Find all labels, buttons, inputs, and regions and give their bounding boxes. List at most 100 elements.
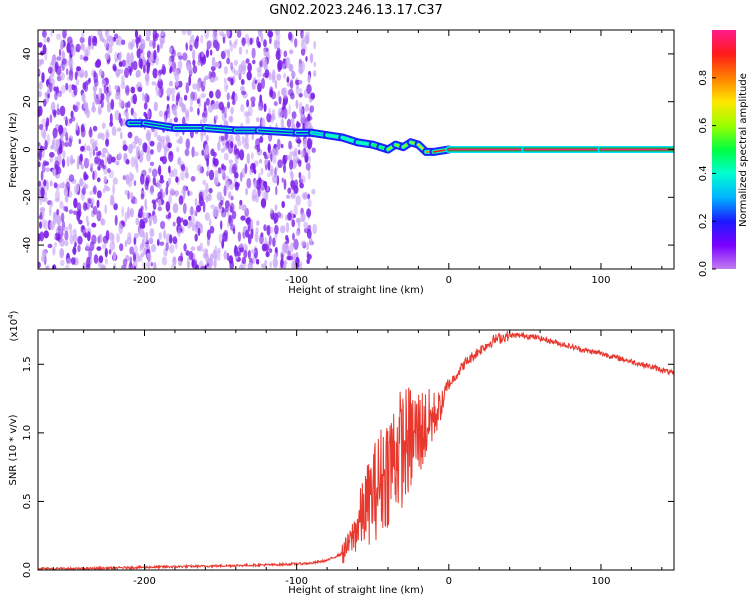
- spectrogram-noise-cell: [111, 156, 116, 163]
- spectrogram-noise-cell: [172, 236, 178, 245]
- spectrogram-noise-cell: [59, 105, 66, 117]
- y-tick-label: 0.0: [22, 562, 33, 578]
- spectrogram-noise-cell: [223, 152, 229, 161]
- spectrogram-noise-cell: [58, 144, 63, 154]
- spectrogram-noise-cell: [129, 208, 133, 216]
- spectrogram-noise-cell: [289, 159, 294, 171]
- spectrogram-noise-cell: [89, 126, 93, 138]
- spectrogram-noise-cell: [122, 175, 127, 181]
- spectrogram-noise-cell: [99, 32, 103, 42]
- spectrogram-noise-cell: [209, 77, 216, 83]
- spectrogram-noise-cell: [83, 143, 87, 153]
- spectrogram-noise-cell: [122, 258, 128, 267]
- spectrogram-noise-cell: [300, 240, 306, 247]
- spectrogram-noise-cell: [101, 218, 104, 226]
- spectrogram-noise-cell: [178, 156, 182, 166]
- spectrogram-noise-cell: [201, 51, 204, 58]
- spectrogram-noise-cell: [69, 118, 73, 124]
- spectrogram-noise-cell: [306, 251, 310, 258]
- spectrogram-noise-cell: [124, 240, 128, 248]
- spectrogram-noise-cell: [58, 124, 64, 135]
- spectrogram-noise-cell: [169, 68, 172, 74]
- spectrogram-noise-cell: [172, 168, 178, 178]
- spectrogram-noise-cell: [178, 55, 183, 61]
- colorbar-tick-label: 0.8: [698, 70, 709, 86]
- spectrogram-noise-cell: [60, 249, 65, 257]
- spectrogram-noise-cell: [154, 32, 160, 38]
- spectrogram-noise-cell: [108, 83, 111, 93]
- spectrogram-noise-cell: [306, 241, 309, 251]
- spectrogram-noise-cell: [156, 44, 160, 53]
- spectrogram-noise-cell: [101, 122, 106, 129]
- spectrogram-noise-cell: [106, 86, 109, 93]
- spectrogram-noise-cell: [219, 31, 225, 37]
- spectrogram-noise-cell: [226, 220, 230, 229]
- spectrogram-noise-cell: [228, 116, 233, 123]
- spectrogram-noise-cell: [76, 182, 80, 192]
- spectrogram-noise-cell: [288, 256, 294, 261]
- spectrogram-noise-cell: [84, 49, 91, 57]
- spectrogram-noise-cell: [157, 166, 161, 175]
- spectrogram-noise-cell: [204, 75, 209, 80]
- spectrogram-noise-cell: [72, 234, 78, 242]
- spectrogram-noise-cell: [299, 88, 303, 94]
- y-tick-label: 1.0: [22, 425, 33, 441]
- spectrogram-noise-cell: [71, 47, 76, 57]
- spectrogram-noise-cell: [192, 59, 196, 66]
- spectrogram-noise-cell: [55, 235, 60, 241]
- spectrogram-noise-cell: [233, 69, 238, 76]
- spectrogram-noise-cell: [286, 77, 290, 83]
- spectrogram-noise-cell: [246, 99, 250, 108]
- spectrogram-noise-cell: [291, 261, 296, 269]
- spectrogram-noise-cell: [80, 164, 85, 170]
- spectrogram-x-axis: -200 -100 0 100: [52, 30, 663, 286]
- spectrogram-noise-cell: [234, 154, 239, 165]
- spectrogram-noise-cell: [46, 264, 50, 269]
- spectrogram-noise-cell: [183, 243, 187, 252]
- spectrogram-noise-cell: [79, 145, 85, 152]
- spectrogram-noise-cell: [300, 212, 306, 223]
- spectrogram-noise-cell: [205, 134, 209, 142]
- spectrogram-noise-cell: [295, 230, 301, 236]
- spectrogram-noise-cell: [134, 154, 138, 165]
- spectrogram-noise-cell: [185, 82, 190, 94]
- spectrogram-noise-cell: [182, 116, 186, 127]
- spectrogram-noise-cell: [285, 221, 290, 233]
- spectrogram-noise-cell: [273, 253, 277, 260]
- x-tick-label: 100: [591, 275, 610, 286]
- spectrogram-noise-cell: [212, 151, 217, 158]
- spectrogram-noise-cell: [172, 49, 176, 58]
- spectrogram-noise-cell: [144, 198, 147, 209]
- spectrogram-noise-cell: [114, 214, 118, 226]
- spectrogram-noise-cell: [97, 133, 101, 140]
- spectrogram-noise-cell: [287, 212, 292, 221]
- spectrogram-noise-cell: [38, 180, 41, 188]
- spectrogram-noise-cell: [168, 80, 173, 87]
- spectrogram-noise-cell: [67, 186, 70, 198]
- colorbar-label: Normalized spectral amplitude: [738, 73, 749, 227]
- x-tick-label: 100: [591, 576, 610, 587]
- spectrogram-noise-cell: [88, 35, 92, 47]
- spectrogram-noise-cell: [296, 120, 299, 129]
- spectrogram-noise-cell: [202, 248, 208, 255]
- spectrogram-noise-cell: [124, 211, 128, 223]
- spectrogram-noise-cell: [247, 262, 254, 269]
- spectrogram-noise-cell: [63, 187, 68, 197]
- spectrogram-noise-cell: [191, 222, 196, 232]
- spectrogram-noise-cell: [77, 209, 82, 218]
- spectrogram-noise-cell: [206, 258, 211, 264]
- spectrogram-noise-cell: [271, 109, 276, 118]
- spectrogram-noise-cell: [129, 246, 135, 255]
- spectrogram-noise-cell: [73, 85, 78, 96]
- spectrogram-noise-cell: [138, 137, 143, 146]
- spectrogram-noise-cell: [241, 64, 246, 75]
- spectrogram-noise-cell: [104, 257, 108, 265]
- spectrogram-noise-cell: [148, 216, 152, 227]
- spectrogram-noise-cell: [184, 172, 189, 179]
- spectrogram-noise-cell: [272, 237, 276, 247]
- spectrogram-noise-cell: [92, 170, 95, 181]
- spectrogram-noise-cell: [219, 196, 225, 203]
- spectrogram-y-label: Frequency (Hz): [8, 112, 19, 188]
- spectrogram-noise-cell: [158, 76, 162, 82]
- spectrogram-noise-cell: [152, 68, 158, 79]
